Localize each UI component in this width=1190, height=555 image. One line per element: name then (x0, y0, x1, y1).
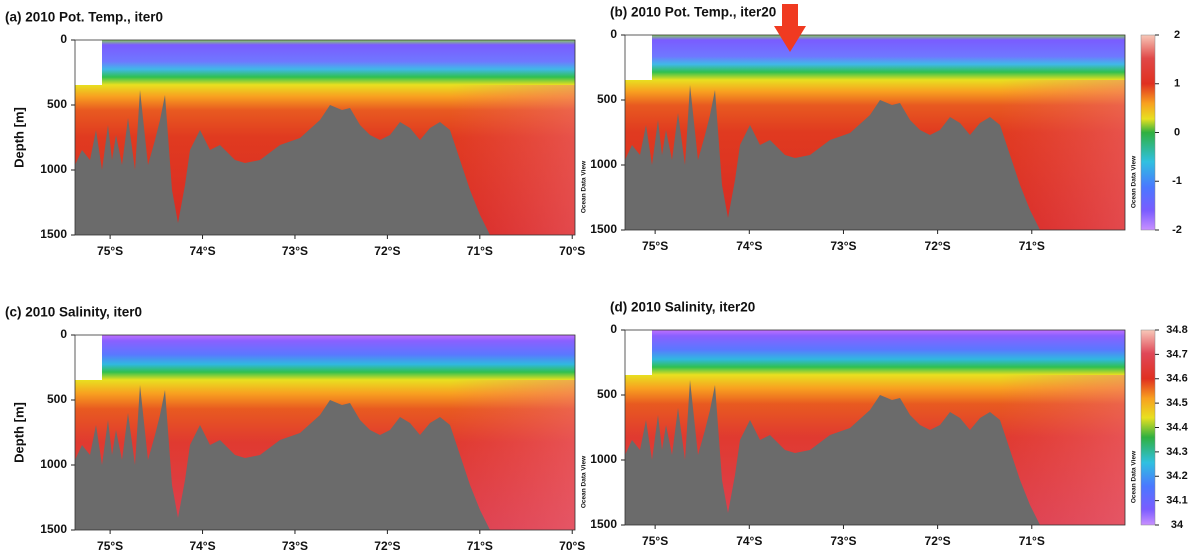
y-tick-label: 500 (597, 92, 617, 106)
colorbar-tick-label: 34.1 (1166, 495, 1187, 507)
no-data (75, 40, 102, 85)
y-tick-label: 1000 (590, 157, 617, 171)
colorbar (1140, 34, 1156, 231)
colorbar-tick-label: 34.3 (1166, 446, 1187, 458)
colorbar-tick-label: 1 (1174, 78, 1180, 90)
colorbar-tick-label: 34.4 (1166, 421, 1188, 433)
y-tick-label: 1500 (40, 522, 67, 536)
x-tick-label: 74°S (189, 244, 215, 258)
x-tick-label: 71°S (1019, 239, 1045, 253)
y-tick-label: 0 (60, 32, 67, 46)
colorbar-tick-label: 34.6 (1166, 373, 1187, 385)
plot-frame (74, 39, 576, 236)
y-tick-label: 1000 (40, 162, 67, 176)
bathymetry (75, 90, 490, 235)
y-tick-label: 500 (47, 97, 67, 111)
y-tick-label: 1500 (590, 222, 617, 236)
x-tick-label: 72°S (374, 539, 400, 553)
y-tick-label: 1500 (590, 517, 617, 531)
panel-title: (c) 2010 Salinity, iter0 (5, 305, 142, 320)
x-tick-label: 75°S (97, 539, 123, 553)
panel-title: (a) 2010 Pot. Temp., iter0 (5, 10, 163, 25)
bathymetry (625, 85, 1040, 230)
no-data (625, 35, 652, 80)
no-data (75, 335, 102, 380)
x-tick-label: 75°S (642, 239, 668, 253)
x-tick-label: 70°S (559, 539, 585, 553)
x-tick-label: 73°S (830, 534, 856, 548)
y-axis-label: Depth [m] (11, 402, 26, 463)
x-tick-label: 71°S (467, 244, 493, 258)
x-tick-label: 73°S (282, 244, 308, 258)
plot-frame (624, 329, 1126, 526)
colorbar-tick-label: -1 (1172, 175, 1182, 187)
y-tick-label: 1500 (40, 227, 67, 241)
y-tick-label: 0 (610, 27, 617, 41)
x-tick-label: 74°S (736, 534, 762, 548)
watermark: Ocean Data View (581, 160, 588, 213)
x-tick-label: 75°S (97, 244, 123, 258)
x-tick-label: 70°S (559, 244, 585, 258)
x-tick-label: 72°S (925, 534, 951, 548)
x-tick-label: 74°S (736, 239, 762, 253)
panel-title: (b) 2010 Pot. Temp., iter20 (610, 5, 776, 20)
y-tick-label: 500 (597, 387, 617, 401)
plot-frame (624, 34, 1126, 231)
bathymetry (625, 380, 1040, 525)
y-tick-label: 1000 (40, 457, 67, 471)
watermark: Ocean Data View (581, 455, 588, 508)
arrow-marker (774, 4, 806, 52)
x-tick-label: 72°S (925, 239, 951, 253)
x-tick-label: 71°S (1019, 534, 1045, 548)
colorbar (1140, 329, 1156, 526)
y-tick-label: 0 (610, 322, 617, 336)
y-tick-label: 0 (60, 327, 67, 341)
colorbar-tick-label: 2 (1174, 29, 1180, 41)
colorbar-tick-label: 34.2 (1166, 470, 1187, 482)
no-data (625, 330, 652, 375)
colorbar-tick-label: 34.8 (1166, 324, 1187, 336)
x-tick-label: 74°S (189, 539, 215, 553)
panel-title: (d) 2010 Salinity, iter20 (610, 300, 755, 315)
colorbar-tick-label: -2 (1172, 224, 1182, 236)
x-tick-label: 73°S (282, 539, 308, 553)
colorbar-tick-label: 34.5 (1166, 397, 1187, 409)
watermark: Ocean Data View (1131, 450, 1138, 503)
colorbar-tick-label: 0 (1174, 126, 1180, 138)
colorbar-tick-label: 34.7 (1166, 348, 1187, 360)
x-tick-label: 71°S (467, 539, 493, 553)
y-axis-label: Depth [m] (11, 107, 26, 168)
watermark: Ocean Data View (1131, 155, 1138, 208)
colorbar-tick-label: 34 (1171, 519, 1184, 531)
x-tick-label: 75°S (642, 534, 668, 548)
y-tick-label: 1000 (590, 452, 617, 466)
y-tick-label: 500 (47, 392, 67, 406)
bathymetry (75, 385, 490, 530)
x-tick-label: 72°S (374, 244, 400, 258)
x-tick-label: 73°S (830, 239, 856, 253)
plot-frame (74, 334, 576, 531)
